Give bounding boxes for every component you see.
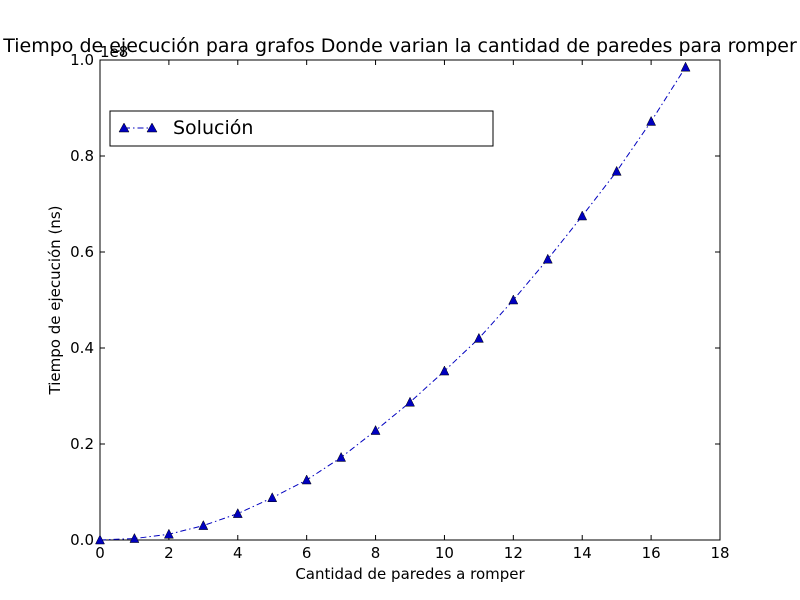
x-tick-label: 2 — [164, 544, 174, 562]
x-tick-label: 0 — [95, 544, 105, 562]
y-tick-label: 0.8 — [70, 147, 94, 165]
x-tick-label: 8 — [371, 544, 381, 562]
data-point — [95, 534, 105, 545]
y-tick-label: 0.6 — [70, 243, 94, 261]
y-axis-label: Tiempo de ejecución (ns) — [46, 206, 64, 396]
y-tick-label: 1.0 — [70, 51, 94, 69]
data-point — [542, 253, 553, 264]
legend: Solución — [109, 110, 494, 147]
data-point — [577, 210, 588, 221]
x-axis-label: Cantidad de paredes a romper — [295, 565, 525, 583]
legend-label: Solución — [173, 117, 253, 139]
chart-title: Tiempo de ejecución para grafos Donde va… — [2, 35, 797, 57]
data-point — [405, 396, 415, 407]
y-tick-label: 0.2 — [70, 435, 94, 453]
axes-ticks: 0 2 4 6 8 10 12 14 16 18 0.0 0.2 0.4 0.6 0.8 1.0 — [70, 51, 729, 562]
y-tick-label: 0.4 — [70, 339, 94, 357]
data-point — [163, 528, 174, 539]
x-tick-label: 6 — [302, 544, 312, 562]
series-layer — [95, 61, 691, 545]
data-point — [129, 533, 140, 543]
data-point — [198, 520, 209, 530]
data-point — [267, 492, 278, 503]
legend-marker-triangle — [146, 122, 158, 133]
y-tick-label: 0.0 — [70, 531, 94, 549]
data-point — [301, 474, 312, 485]
data-point — [611, 165, 622, 176]
data-point — [370, 425, 381, 435]
x-tick-label: 10 — [435, 544, 454, 562]
data-point — [473, 332, 484, 343]
x-tick-label: 4 — [233, 544, 243, 562]
legend-box — [109, 110, 494, 147]
data-point — [232, 508, 243, 518]
data-point — [508, 294, 519, 305]
series-line — [99, 66, 686, 541]
x-tick-label: 18 — [710, 544, 729, 562]
legend-marker-triangle — [118, 122, 130, 133]
x-tick-label: 12 — [504, 544, 523, 562]
x-tick-label: 16 — [642, 544, 661, 562]
x-tick-label: 14 — [573, 544, 592, 562]
y-offset-label: 1e8 — [100, 43, 128, 61]
data-point — [680, 61, 691, 72]
data-point — [646, 115, 657, 126]
data-point — [439, 365, 450, 376]
data-point — [336, 451, 347, 462]
